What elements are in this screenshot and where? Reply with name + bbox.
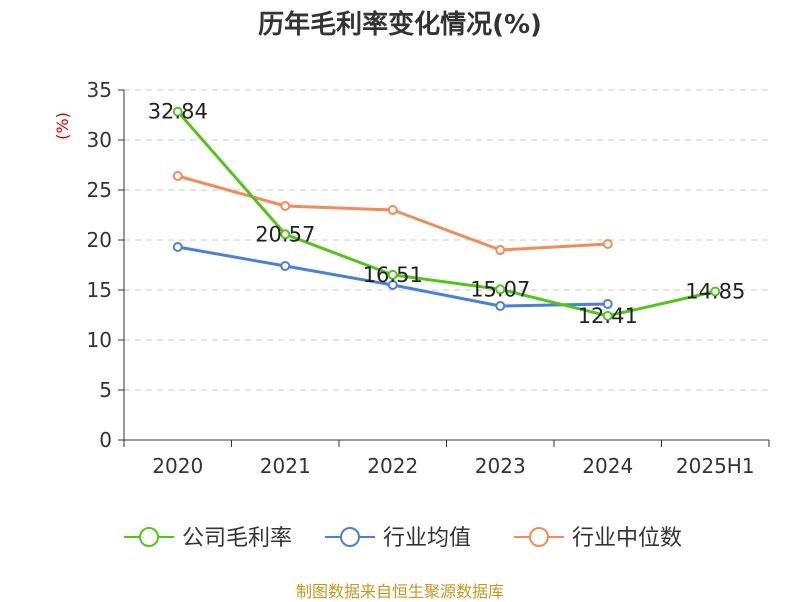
legend-item[interactable]: 行业中位数 — [514, 526, 682, 551]
legend-label: 行业均值 — [383, 526, 471, 551]
data-label: 32.84 — [148, 100, 208, 124]
data-point — [602, 310, 613, 321]
legend[interactable]: 公司毛利率 行业均值 行业中位数 — [124, 526, 682, 551]
x-tick-label: 2020 — [152, 454, 203, 478]
data-point — [172, 242, 183, 252]
data-point — [602, 239, 613, 249]
data-label: 20.57 — [255, 222, 315, 246]
data-label: 15.07 — [470, 277, 530, 301]
legend-item[interactable]: 行业均值 — [325, 526, 471, 551]
data-point — [602, 299, 613, 309]
legend-label: 公司毛利率 — [182, 526, 292, 551]
legend-label: 行业中位数 — [572, 526, 682, 551]
y-tick-label: 20 — [87, 228, 112, 252]
series-lines — [172, 106, 721, 321]
y-tick-label: 5 — [99, 378, 112, 402]
x-tick-label: 2021 — [260, 454, 311, 478]
y-tick-label: 0 — [99, 428, 112, 452]
chart-title: 历年毛利率变化情况(%) — [258, 10, 542, 40]
legend-item[interactable]: 公司毛利率 — [124, 526, 292, 551]
data-point — [172, 171, 183, 181]
data-point — [387, 280, 398, 290]
data-point — [710, 286, 721, 297]
x-tick-label: 2024 — [582, 454, 633, 478]
x-tick-label: 2023 — [475, 454, 526, 478]
legend-swatch-marker — [340, 527, 360, 547]
data-point — [280, 229, 291, 240]
data-labels: 32.84 20.57 16.51 15.07 12.41 14.85 — [148, 100, 746, 328]
data-label: 12.41 — [578, 304, 638, 328]
legend-swatch-marker — [529, 527, 549, 547]
data-label: 14.85 — [685, 280, 745, 304]
data-point — [280, 201, 291, 211]
grid-lines — [124, 89, 769, 391]
x-tick-label: 2025H1 — [676, 454, 755, 478]
y-tick-label: 25 — [87, 178, 112, 202]
legend-swatch-marker — [139, 527, 159, 547]
data-label: 16.51 — [363, 263, 423, 287]
data-point — [172, 106, 183, 117]
series-line — [176, 110, 716, 318]
data-point — [495, 301, 506, 311]
data-point — [387, 269, 398, 280]
axes: 0 5 10 15 20 25 30 35 2020 2021 2022 2023 2024 2025H1 — [87, 78, 770, 478]
x-tick-label: 2022 — [367, 454, 418, 478]
data-point — [495, 284, 506, 295]
data-point — [495, 245, 506, 255]
y-tick-label: 10 — [87, 328, 112, 352]
data-point — [387, 205, 398, 215]
source-note: 制图数据来自恒生聚源数据库 — [295, 582, 504, 601]
data-point — [280, 261, 291, 271]
y-tick-label: 15 — [87, 278, 112, 302]
y-axis-label: (%) — [53, 112, 72, 140]
y-tick-label: 35 — [87, 78, 112, 102]
y-tick-label: 30 — [87, 128, 112, 152]
